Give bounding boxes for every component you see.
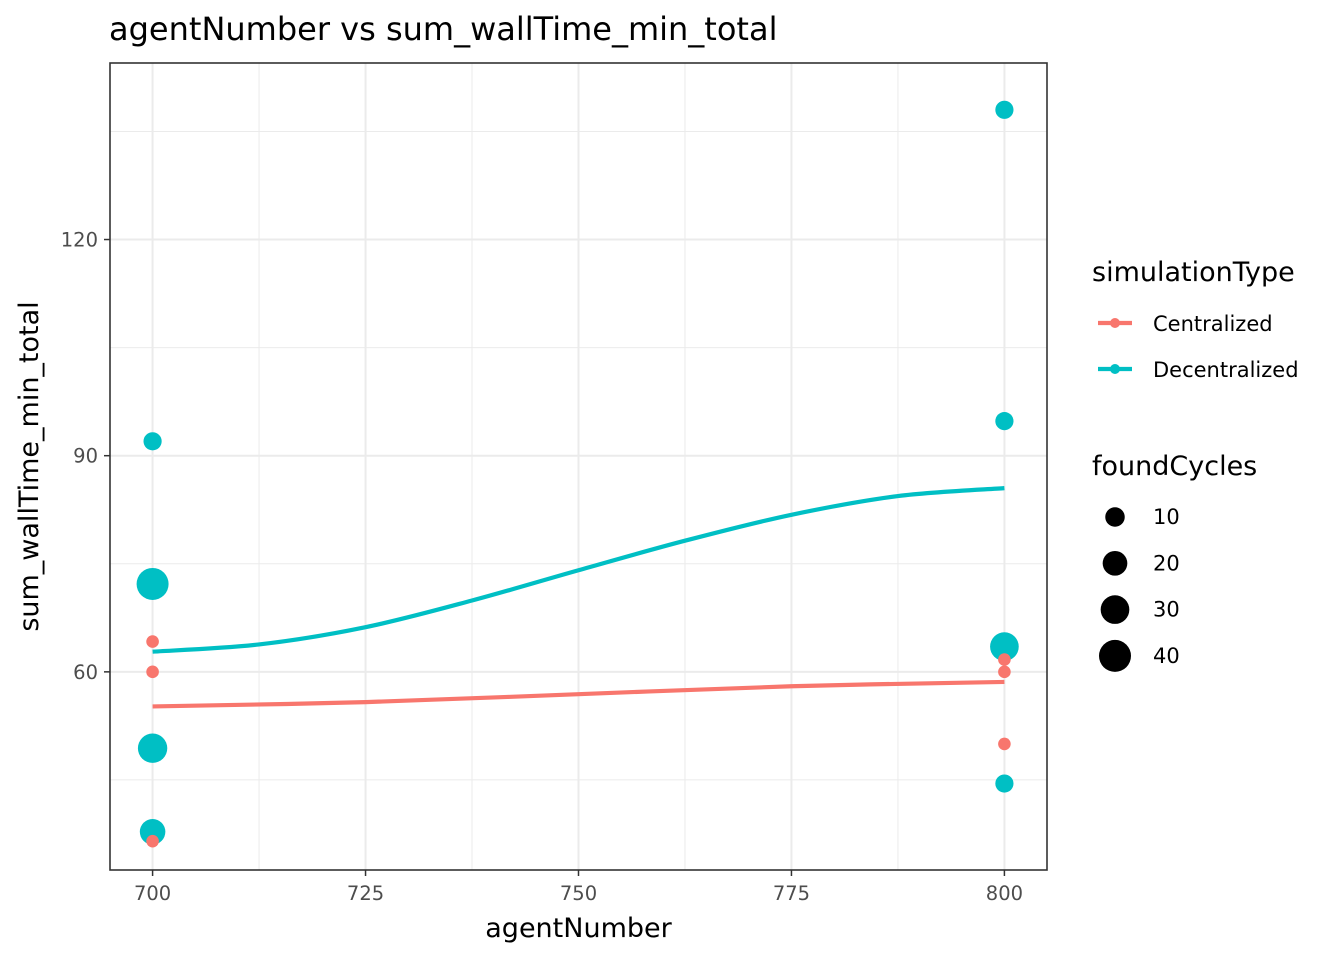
point-centralized bbox=[146, 834, 159, 848]
point-decentralized bbox=[136, 567, 169, 600]
y-axis: 60 90 120 bbox=[61, 229, 110, 684]
grid-major bbox=[110, 63, 1047, 870]
x-tick-label: 800 bbox=[986, 882, 1023, 905]
x-tick-label: 750 bbox=[560, 882, 597, 905]
x-axis-title: agentNumber bbox=[485, 913, 672, 944]
point-centralized bbox=[998, 737, 1011, 751]
smooth-lines bbox=[152, 486, 1005, 709]
point-centralized bbox=[146, 665, 159, 679]
legend-key-point-centralized bbox=[1110, 318, 1120, 328]
point-centralized bbox=[998, 665, 1011, 679]
x-tick-label: 775 bbox=[773, 882, 810, 905]
legend-size-title: foundCycles bbox=[1092, 451, 1257, 482]
point-decentralized bbox=[990, 632, 1019, 661]
point-centralized bbox=[998, 653, 1011, 666]
y-tick-label: 120 bbox=[61, 229, 98, 252]
legend-size-label: 10 bbox=[1153, 505, 1180, 529]
legend-label-decentralized: Decentralized bbox=[1153, 358, 1299, 382]
y-tick-label: 60 bbox=[73, 661, 98, 684]
legend-key-point-decentralized bbox=[1110, 364, 1120, 374]
point-decentralized bbox=[137, 733, 168, 763]
point-decentralized bbox=[995, 100, 1014, 119]
point-decentralized bbox=[143, 432, 162, 451]
point-centralized bbox=[146, 635, 159, 648]
legend-size-label: 20 bbox=[1153, 551, 1180, 575]
legend-size-label: 40 bbox=[1153, 644, 1180, 668]
x-tick-label: 725 bbox=[347, 882, 384, 905]
point-decentralized bbox=[995, 412, 1014, 431]
smooth-line-centralized bbox=[152, 679, 1005, 709]
legend-size-key bbox=[1102, 550, 1128, 576]
legend-size-key bbox=[1100, 595, 1130, 624]
chart-title: agentNumber vs sum_wallTime_min_total bbox=[109, 10, 777, 48]
x-axis: 700 725 750 775 800 bbox=[134, 870, 1023, 905]
point-decentralized bbox=[995, 774, 1014, 793]
legend-color-title: simulationType bbox=[1092, 257, 1295, 288]
legend-size-key bbox=[1105, 507, 1125, 527]
y-tick-label: 90 bbox=[73, 445, 98, 468]
point-decentralized bbox=[139, 819, 166, 845]
legend-size-key bbox=[1099, 639, 1131, 672]
legend-simulation-type: simulationType Centralized Decentralized bbox=[1092, 257, 1299, 382]
smooth-line-decentralized bbox=[152, 486, 1005, 654]
legend-label-centralized: Centralized bbox=[1153, 312, 1273, 336]
legend-found-cycles: foundCycles 10 20 30 40 bbox=[1092, 451, 1257, 672]
legend-size-label: 30 bbox=[1153, 598, 1180, 622]
x-tick-label: 700 bbox=[134, 882, 171, 905]
y-axis-title: sum_wallTime_min_total bbox=[14, 301, 45, 631]
data-points bbox=[136, 100, 1019, 848]
